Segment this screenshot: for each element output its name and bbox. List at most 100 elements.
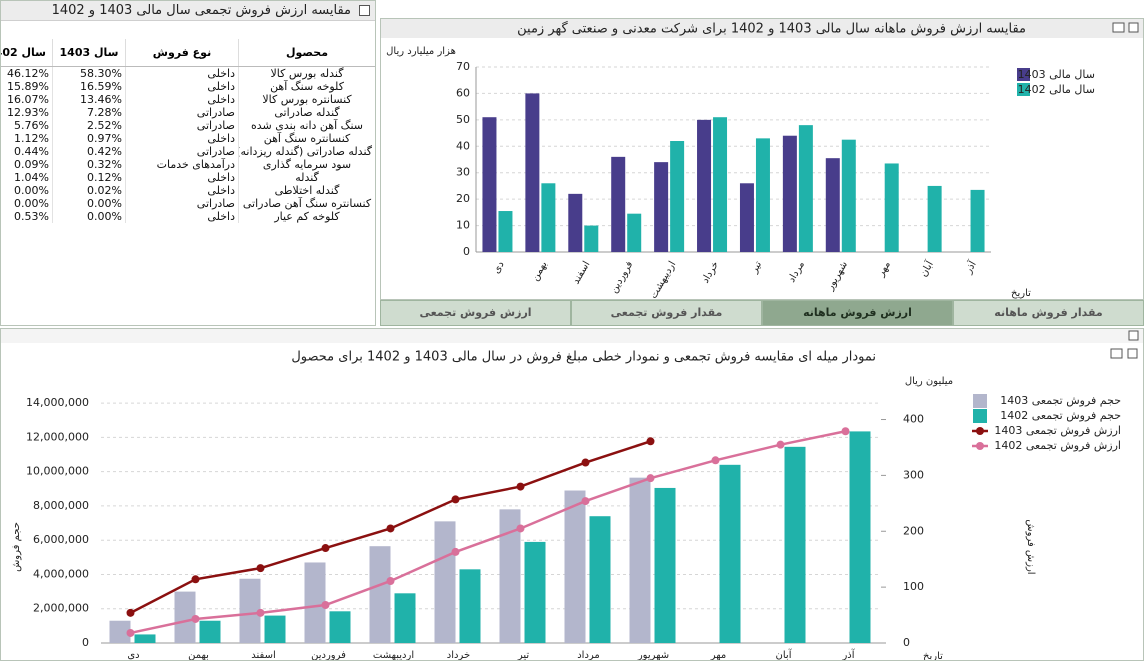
table-cell: گندله <box>238 171 375 184</box>
tab[interactable]: مقدار فروش ماهانه <box>953 300 1144 326</box>
bar <box>564 490 586 643</box>
bar <box>739 183 754 252</box>
panel-title: مقایسه ارزش فروش تجمعی سال مالی 1403 و 1… <box>1 1 375 21</box>
x-tick-label: اردیبهشت <box>373 650 414 660</box>
y-tick-label: 70 <box>456 60 470 73</box>
line-point <box>256 564 265 573</box>
bar <box>584 225 599 252</box>
bar <box>589 516 611 643</box>
table-cell: گندله صادراتی <box>238 106 375 119</box>
table-cell: 0.00% <box>1 184 53 197</box>
chart-title: نمودار میله ای مقایسه فروش تجمعی و نمودا… <box>291 350 876 365</box>
y-tick-label: 50 <box>456 113 470 126</box>
cumulative-chart: نمودار میله ای مقایسه فروش تجمعی و نمودا… <box>1 329 1143 660</box>
line-point <box>776 440 785 449</box>
bar <box>697 119 712 252</box>
y-tick-label: 40 <box>456 139 470 152</box>
legend-label: حجم فروش تجمعی 1402 <box>1000 409 1121 422</box>
tab[interactable]: ارزش فروش تجمعی <box>380 300 571 326</box>
title-bar <box>1 329 1143 343</box>
table-cell: کلوخه سنگ آهن <box>238 80 375 93</box>
line-point <box>451 547 460 556</box>
table-cell: کنسانتره سنگ آهن صادراتی <box>238 197 375 210</box>
line-point <box>646 437 655 446</box>
y-tick-label: 10,000,000 <box>26 465 89 478</box>
line-point <box>646 474 655 483</box>
table-cell: داخلی <box>125 80 239 93</box>
tab[interactable]: ارزش فروش ماهانه <box>762 300 953 326</box>
x-tick-label: اسفند <box>251 650 275 660</box>
x-tick-label: فروردین <box>311 650 346 660</box>
bar <box>541 183 556 252</box>
x-tick-label: آبان <box>776 648 793 660</box>
column-header: محصول <box>238 39 375 67</box>
maximize-icon[interactable] <box>1128 330 1139 341</box>
table-cell: صادراتی <box>125 197 239 210</box>
y2-unit-label: میلیون ریال <box>905 376 953 387</box>
table-cell: 1.12% <box>1 132 53 145</box>
bar <box>629 477 651 643</box>
x-tick-label: مرداد <box>577 650 600 660</box>
table-cell: گندله اختلاطی <box>238 184 375 197</box>
table-cell: 0.00% <box>52 210 126 223</box>
table-cell: 0.97% <box>52 132 126 145</box>
table-cell: 13.46% <box>52 93 126 106</box>
legend-swatch <box>1017 68 1030 81</box>
bar <box>498 211 513 252</box>
bar <box>654 487 676 643</box>
table-cell: 7.28% <box>52 106 126 119</box>
export-icon[interactable] <box>1128 22 1139 33</box>
bar <box>134 634 156 643</box>
bar <box>482 117 497 252</box>
table-row: سنگ آهن دانه بندی شده صادراتی 2.52% 5.76% <box>1 119 375 132</box>
x-tick-label: مرداد <box>786 260 807 285</box>
x-tick-label: بهمن <box>188 650 209 660</box>
x-tick-label: دی <box>127 650 139 660</box>
y-tick-label: 60 <box>456 86 470 99</box>
bar <box>239 578 261 643</box>
bar <box>970 189 985 252</box>
x-tick-label: شهریور <box>824 260 850 293</box>
bar <box>434 521 456 643</box>
title-bar <box>381 19 1143 38</box>
bar <box>884 163 899 252</box>
export-icon[interactable] <box>1127 348 1138 359</box>
table-row: کلوخه سنگ آهن داخلی 16.59% 15.89% <box>1 80 375 93</box>
table-cell: درآمدهای خدمات <box>125 158 239 171</box>
line-point <box>256 608 265 617</box>
legend-label: سال مالی 1403 <box>1018 68 1095 81</box>
x-tick-label: تیر <box>517 650 530 660</box>
bar <box>611 156 626 252</box>
y-tick-label: 0 <box>82 636 89 649</box>
column-header: سال 1402 <box>1 39 53 67</box>
x-tick-label: تیر <box>748 259 764 275</box>
line <box>130 430 846 635</box>
bar <box>525 93 540 252</box>
bar <box>849 431 871 643</box>
print-icon[interactable] <box>1112 22 1125 33</box>
x-tick-label: خرداد <box>447 650 470 660</box>
panel-icon[interactable] <box>359 5 370 16</box>
x-tick-label: شهریور <box>637 650 669 660</box>
table-cell: 0.12% <box>52 171 126 184</box>
y-tick-label: 12,000,000 <box>26 430 89 443</box>
y-tick-label: 8,000,000 <box>33 499 89 512</box>
legend-label: ارزش فروش تجمعی 1403 <box>994 424 1121 437</box>
table-cell: داخلی <box>125 171 239 184</box>
bar <box>264 615 286 643</box>
bar <box>654 162 669 252</box>
y-tick-label: 14,000,000 <box>26 396 89 409</box>
chart-title: مقایسه ارزش فروش ماهانه سال مالی 1403 و … <box>517 21 1026 37</box>
table-row: کنسانتره سنگ آهن صادراتی صادراتی 0.00% 0.00… <box>1 197 375 210</box>
print-icon[interactable] <box>1110 348 1123 359</box>
x-tick-label: دی <box>491 260 507 276</box>
y-tick-label: 20 <box>456 192 470 205</box>
table-cell: صادراتی <box>125 119 239 132</box>
legend-swatch <box>1017 83 1030 96</box>
tab[interactable]: مقدار فروش تجمعی <box>571 300 762 326</box>
bar <box>174 591 196 643</box>
line-point <box>711 456 720 465</box>
table-cell: 1.04% <box>1 171 53 184</box>
line-point <box>386 576 395 585</box>
table-cell: 0.44% <box>1 145 53 158</box>
